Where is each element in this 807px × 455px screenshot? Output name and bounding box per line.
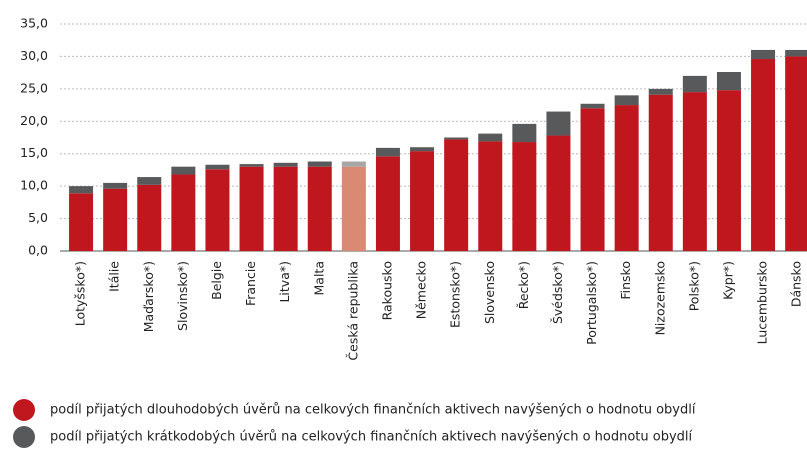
bar-segment xyxy=(69,193,94,251)
bar-segment xyxy=(273,162,298,167)
bar-segment xyxy=(785,56,807,251)
x-tick-label: Polsko*) xyxy=(686,261,701,311)
bar-segment xyxy=(341,166,366,251)
x-tick-label: Slovensko xyxy=(482,261,497,324)
x-tick-label: Litva*) xyxy=(277,261,292,303)
bar-segment xyxy=(239,166,264,251)
x-tick-label: Itálie xyxy=(107,261,122,292)
bar-segment xyxy=(171,166,196,175)
bar-segment xyxy=(137,184,162,251)
x-tick-label: Řecko*) xyxy=(516,261,531,309)
x-tick-label: Finsko xyxy=(618,261,633,300)
bar-segment xyxy=(205,169,230,251)
x-tick-label: Německo xyxy=(414,261,429,319)
x-tick-label: Lucembursko xyxy=(755,261,770,344)
bar-segment xyxy=(512,142,537,251)
bar-segment xyxy=(785,49,807,57)
bar-segment xyxy=(444,139,469,251)
y-tick-label: 25,0 xyxy=(20,80,48,95)
y-tick-label: 30,0 xyxy=(20,48,48,63)
legend-label: podíl přijatých krátkodobých úvěrů na ce… xyxy=(50,430,693,445)
x-tick-label: Portugalsko*) xyxy=(584,261,599,345)
x-tick-label: Česká republika xyxy=(345,261,360,361)
bar-segment xyxy=(716,71,741,91)
bar-segment xyxy=(512,123,537,143)
y-tick-label: 20,0 xyxy=(20,113,48,128)
bar-segment xyxy=(307,161,332,167)
x-tick-label: Dánsko xyxy=(789,261,804,307)
x-tick-label: Malta xyxy=(311,261,326,295)
bar-segment xyxy=(648,94,673,252)
bar-segment xyxy=(614,105,639,251)
bar-segment xyxy=(478,133,503,142)
y-tick-label: 10,0 xyxy=(20,178,48,193)
x-tick-label: Slovinsko*) xyxy=(175,261,190,331)
bar-segment xyxy=(444,137,469,140)
x-tick-label: Kypr*) xyxy=(720,261,735,300)
bar-segment xyxy=(648,88,673,95)
x-tick-label: Maďarsko*) xyxy=(141,261,156,332)
bar-segment xyxy=(103,182,128,189)
bar-segment xyxy=(375,147,400,157)
bar-segment xyxy=(307,166,332,251)
bar-segment xyxy=(103,188,128,251)
bar-segment xyxy=(410,151,435,251)
legend-marker xyxy=(13,399,35,421)
x-tick-label: Nizozemsko xyxy=(652,261,667,335)
bar-segment xyxy=(69,186,94,194)
bar-segment xyxy=(341,161,366,167)
bar-segment xyxy=(751,59,776,251)
bar-segment xyxy=(273,166,298,251)
y-tick-label: 5,0 xyxy=(28,210,48,225)
bar-segment xyxy=(614,95,639,106)
y-tick-label: 15,0 xyxy=(20,145,48,160)
bar-segment xyxy=(205,164,230,170)
bar-segment xyxy=(375,156,400,251)
x-tick-label: Rakousko xyxy=(379,261,394,320)
bar-segment xyxy=(682,75,707,93)
x-tick-label: Estonsko*) xyxy=(448,261,463,328)
bar-segment xyxy=(716,90,741,251)
legend-marker xyxy=(13,426,35,448)
bar-segment xyxy=(751,49,776,60)
x-tick-label: Belgie xyxy=(209,261,224,300)
bar-segment xyxy=(580,103,605,109)
bar-segment xyxy=(239,164,264,167)
legend-label: podíl přijatých dlouhodobých úvěrů na ce… xyxy=(50,403,696,418)
bar-segment xyxy=(682,92,707,251)
x-tick-label: Švédsko*) xyxy=(550,261,565,324)
bar-segment xyxy=(171,174,196,251)
x-tick-label: Francie xyxy=(243,261,258,306)
bar-segment xyxy=(410,147,435,152)
bar-segment xyxy=(478,141,503,251)
x-tick-label: Lotyšsko*) xyxy=(73,261,88,326)
bar-segment xyxy=(137,177,162,185)
bar-segment xyxy=(546,111,571,136)
bar-segment xyxy=(580,108,605,251)
y-tick-label: 0,0 xyxy=(28,243,48,258)
y-tick-label: 35,0 xyxy=(20,16,48,31)
bar-segment xyxy=(546,135,571,251)
